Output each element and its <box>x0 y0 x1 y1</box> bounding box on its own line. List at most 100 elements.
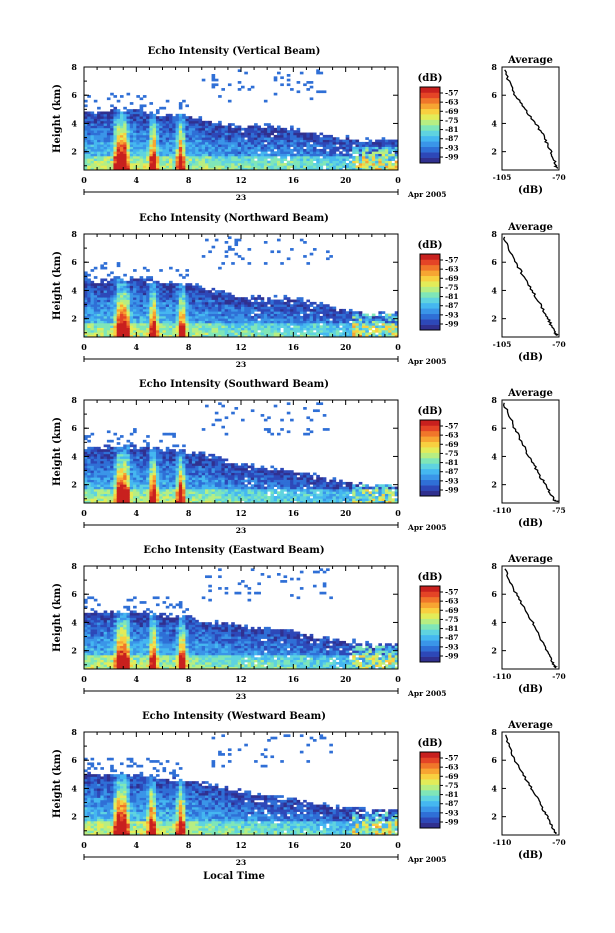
heatmap-cell <box>127 468 131 471</box>
heatmap-cell <box>91 454 95 457</box>
heatmap-cell <box>359 314 363 317</box>
heatmap-cell <box>365 330 369 333</box>
heatmap-cell <box>179 325 183 328</box>
heatmap-cell <box>159 142 163 145</box>
heatmap-cell <box>169 482 173 485</box>
heatmap-cell <box>274 151 278 154</box>
heatmap-cell <box>163 142 167 145</box>
heatmap-cell <box>231 262 235 265</box>
heatmap-cell <box>136 156 140 159</box>
heatmap-cell <box>104 307 108 310</box>
heatmap-cell <box>241 300 245 303</box>
heatmap-cell <box>149 293 153 296</box>
heatmap-cell <box>182 491 186 494</box>
heatmap-cell <box>205 316 209 319</box>
heatmap-cell <box>329 314 333 317</box>
heatmap-cell <box>365 147 369 150</box>
heatmap-cell <box>182 307 186 310</box>
heatmap-cell <box>234 311 238 314</box>
heatmap-cell <box>117 447 121 450</box>
heatmap-cell <box>205 309 209 312</box>
heatmap-cell <box>120 290 124 293</box>
heatmap-cell <box>87 278 91 281</box>
heatmap-cell <box>94 302 98 305</box>
heatmap-cell <box>127 128 131 131</box>
heatmap-cell <box>378 154 382 157</box>
heatmap-cell <box>120 321 124 324</box>
heatmap-cell <box>185 300 189 303</box>
heatmap-cell <box>100 128 104 131</box>
heatmap-cell <box>91 484 95 487</box>
heatmap-cell <box>189 121 193 124</box>
heatmap-cell <box>244 328 248 331</box>
heatmap-cell <box>375 161 379 164</box>
heatmap-cell <box>375 142 379 145</box>
heatmap-cell <box>198 470 202 473</box>
heatmap-cell <box>287 137 291 140</box>
heatmap-cell <box>234 239 238 242</box>
heatmap-cell <box>100 494 104 497</box>
heatmap-cell <box>166 149 170 152</box>
heatmap-cell <box>100 293 104 296</box>
heatmap-cell <box>113 477 117 480</box>
heatmap-cell <box>320 307 324 310</box>
heatmap-cell <box>189 475 193 478</box>
heatmap-cell <box>208 149 212 152</box>
heatmap-cell <box>248 130 252 133</box>
heatmap-cell <box>120 307 124 310</box>
heatmap-cell <box>104 161 108 164</box>
heatmap-cell <box>146 151 150 154</box>
heatmap-cell <box>300 137 304 140</box>
heatmap-cell <box>369 316 373 319</box>
heatmap-cell <box>303 163 307 166</box>
heatmap-cell <box>241 257 245 260</box>
heatmap-cell <box>120 281 124 284</box>
colorbar-segment <box>420 319 440 325</box>
heatmap-cell <box>149 283 153 286</box>
heatmap-cell <box>143 156 147 159</box>
heatmap-cell <box>169 140 173 143</box>
heatmap-cell <box>127 133 131 136</box>
heatmap-cell <box>113 126 117 129</box>
heatmap-cell <box>149 151 153 154</box>
heatmap-cell <box>333 316 337 319</box>
heatmap-cell <box>146 487 150 490</box>
heatmap-cell <box>140 494 144 497</box>
heatmap-cell <box>169 489 173 492</box>
heatmap-cell <box>146 154 150 157</box>
heatmap-cell <box>192 149 196 152</box>
heatmap-cell <box>117 459 121 462</box>
heatmap-cell <box>352 325 356 328</box>
heatmap-cell <box>133 430 137 433</box>
heatmap-cell <box>149 297 153 300</box>
heatmap-cell <box>146 278 150 281</box>
heatmap-cell <box>378 147 382 150</box>
heatmap-cell <box>130 302 134 305</box>
heatmap-cell <box>320 142 324 145</box>
heatmap-cell <box>153 323 157 326</box>
heatmap-cell <box>143 300 147 303</box>
heatmap-cell <box>215 302 219 305</box>
heatmap-cell <box>117 496 121 499</box>
heatmap-cell <box>182 165 186 168</box>
heatmap-cell <box>113 452 117 455</box>
heatmap-cell <box>306 151 310 154</box>
heatmap-cell <box>212 293 216 296</box>
heatmap-cell <box>182 466 186 469</box>
heatmap-cell <box>143 161 147 164</box>
heatmap-cell <box>100 314 104 317</box>
heatmap-cell <box>359 142 363 145</box>
heatmap-cell <box>163 107 167 110</box>
heatmap-cell <box>91 470 95 473</box>
heatmap-cell <box>234 314 238 317</box>
heatmap-cell <box>388 142 392 145</box>
heatmap-cell <box>110 133 114 136</box>
heatmap-cell <box>149 321 153 324</box>
heatmap-cell <box>336 328 340 331</box>
heatmap-cell <box>257 149 261 152</box>
heatmap-cell <box>127 470 131 473</box>
heatmap-cell <box>300 328 304 331</box>
heatmap-cell <box>117 126 121 129</box>
heatmap-cell <box>169 477 173 480</box>
heatmap-cell <box>156 133 160 136</box>
